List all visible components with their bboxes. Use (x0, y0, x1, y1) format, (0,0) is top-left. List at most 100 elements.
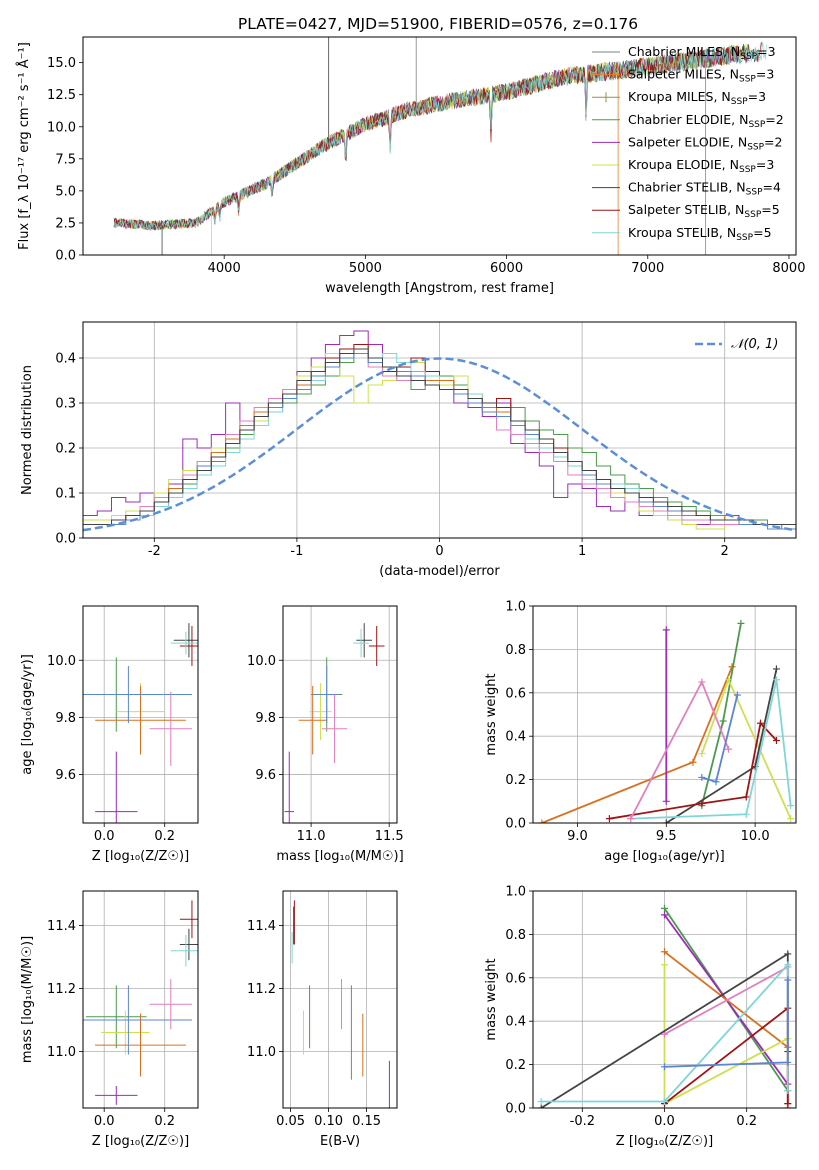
y-tick-label: 0.0 (55, 249, 76, 264)
y-tick-label: 11.4 (247, 919, 276, 934)
legend-nssp-equals: = (748, 89, 758, 104)
x-tick-label: 2 (721, 544, 729, 559)
y-tick-label: 0.6 (505, 971, 526, 986)
mass-weight-marker (661, 948, 668, 956)
y-tick-label: 11.0 (47, 1045, 76, 1060)
y-tick-label: 1.0 (505, 885, 526, 900)
legend-nssp-value: 4 (773, 180, 781, 195)
panel-spectrum: 4000 5000 6000 7000 8000 0.0 2.5 5.0 7.5 10.0 12.5… (16, 36, 805, 296)
plot-area (113, 37, 767, 255)
legend-nssp-prefix: , N (713, 89, 730, 104)
mass-weight-marker (662, 797, 670, 805)
x-axis-label: (data-model)/error (379, 564, 500, 579)
y-tick-label: 0.4 (55, 352, 76, 367)
x-tick-label: 0.15 (352, 1114, 381, 1129)
x-tick-label: 0.05 (276, 1114, 305, 1129)
mass-weight-marker (537, 1097, 545, 1105)
legend-entry: Chabrier STELIB, NSSP=4 (628, 180, 781, 198)
x-tick-label: 11.5 (375, 829, 404, 844)
x-tick-label: 0.0 (654, 1114, 675, 1129)
y-tick-label: 11.2 (247, 982, 276, 997)
legend: 𝒩(0, 1) (695, 337, 778, 352)
axes-frame (82, 890, 199, 1109)
legend-nssp-subscript: SSP (739, 165, 756, 175)
mass-weight-marker (661, 961, 668, 969)
legend-nssp-subscript: SSP (740, 52, 757, 62)
legend-nssp-subscript: SSP (736, 233, 753, 243)
legend-entry: Salpeter MILES, NSSP=3 (628, 67, 774, 85)
axes-frame (282, 605, 398, 824)
plot-area (291, 900, 390, 1108)
y-axis-label: mass weight (484, 958, 499, 1040)
mass-weight-line (664, 965, 789, 1104)
legend-nssp-value: 3 (766, 157, 774, 172)
y-axis-label: mass [log₁₀(M/M☉)] (20, 936, 35, 1063)
axes-frame (532, 890, 797, 1109)
legend-nssp-subscript: SSP (744, 210, 761, 220)
mass-weight-marker (724, 745, 732, 753)
axes-frame (82, 321, 797, 539)
x-axis-label: mass [log₁₀(M/M☉)] (276, 849, 403, 864)
mass-weight-line (700, 623, 742, 806)
panel-age-vs-z: 0.0 0.2 9.6 9.8 10.0 Z [log₁₀(Z/Z☉)] age [log₁… (20, 605, 199, 864)
y-tick-label: 0.8 (505, 643, 526, 658)
legend-entry: Chabrier ELODIE, NSSP=2 (628, 112, 784, 130)
mass-weight-line (663, 951, 789, 1108)
x-axis-label: age [log₁₀(age/yr)] (604, 849, 725, 864)
legend-nssp-value: 3 (766, 67, 774, 82)
mass-weight-marker (698, 773, 706, 781)
y-tick-label: 0.0 (55, 532, 76, 547)
y-tick-label: 15.0 (47, 56, 76, 71)
mass-weight-marker (724, 676, 732, 684)
mass-weight-marker (719, 717, 727, 725)
mass-weight-marker (538, 819, 546, 823)
mass-weight-marker (698, 750, 706, 758)
mass-weight-marker (784, 976, 792, 984)
legend-entry: Chabrier MILES, NSSP=3 (628, 44, 776, 62)
legend-entry-name: Kroupa MILES (628, 89, 714, 104)
y-tick-label: 0.0 (505, 817, 526, 832)
x-tick-label: 1 (578, 544, 586, 559)
legend-nssp-prefix: , N (731, 112, 748, 127)
x-tick-label: 4000 (208, 261, 241, 276)
y-tick-label: 9.6 (255, 768, 276, 783)
mass-weight-marker (784, 1058, 792, 1066)
legend-nssp-prefix: , N (723, 44, 740, 59)
y-tick-label: 0.2 (505, 1058, 526, 1073)
mass-weight-marker (661, 1097, 668, 1105)
mass-weight-marker (537, 1104, 545, 1108)
x-tick-label: 7000 (631, 261, 664, 276)
axes-frame (282, 890, 398, 1109)
y-tick-label: 0.6 (505, 686, 526, 701)
legend-nssp-equals: = (753, 225, 763, 240)
mass-weight-marker (698, 799, 706, 807)
plot-area (538, 619, 795, 823)
mass-weight-marker (784, 950, 792, 958)
legend-nssp-value: 5 (772, 202, 780, 217)
y-tick-label: 0.3 (55, 397, 76, 412)
y-tick-label: 0.4 (505, 1015, 526, 1030)
plot-area (83, 623, 198, 823)
legend-nssp-prefix: , N (727, 202, 744, 217)
mass-weight-marker (772, 676, 780, 684)
axes-frame (532, 605, 797, 824)
legend-nssp-equals: = (757, 44, 767, 59)
legend-entry-name: Chabrier MILES (628, 44, 723, 59)
plot-area (537, 904, 792, 1108)
panel-residuals: -2 -1 0 1 2 0.0 0.1 0.2 0.3 0.4 (data-model)/error… (20, 321, 797, 579)
x-tick-label: 0 (435, 544, 443, 559)
y-tick-label: 2.5 (55, 216, 76, 231)
x-axis-label: Z [log₁₀(Z/Z☉)] (92, 1134, 189, 1149)
legend-entry-name: Kroupa ELODIE (628, 157, 722, 172)
panel-age-vs-mass: 11.0 11.5 9.6 9.8 10.0 mass [log₁₀(M/M☉)] (247, 605, 404, 864)
legend-entry: Kroupa STELIB, NSSP=5 (628, 225, 772, 243)
gaussian-curve (83, 357, 796, 532)
x-tick-label: 0.2 (154, 1114, 175, 1129)
y-tick-label: 0.2 (55, 442, 76, 457)
legend-nssp-subscript: SSP (739, 75, 756, 85)
mass-weight-marker (756, 719, 764, 727)
figure-title: PLATE=0427, MJD=51900, FIBERID=0576, z=0… (238, 15, 638, 33)
y-tick-label: 9.6 (55, 768, 76, 783)
